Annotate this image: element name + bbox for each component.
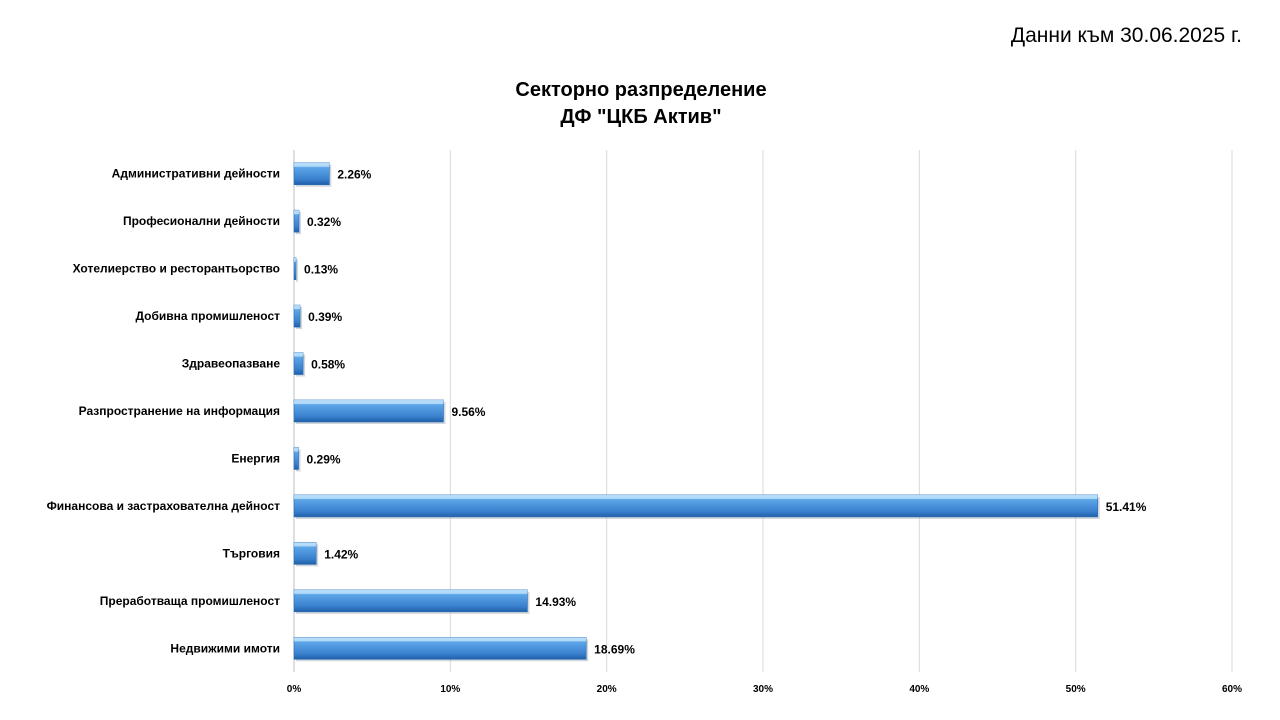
bar-highlight <box>294 257 297 262</box>
value-label: 0.32% <box>307 215 341 229</box>
value-label: 0.39% <box>308 310 342 324</box>
x-tick-label: 40% <box>909 684 929 695</box>
value-label: 0.58% <box>311 358 345 372</box>
category-label: Добивна промишленост <box>135 309 280 323</box>
value-label: 2.26% <box>337 168 371 182</box>
category-label: Финансова и застрахователна дейност <box>47 499 281 513</box>
value-label: 1.42% <box>324 547 358 561</box>
bar-highlight <box>294 400 444 404</box>
category-label: Административни дейности <box>112 167 280 181</box>
data-date-note: Данни към 30.06.2025 г. <box>1010 24 1242 47</box>
chart-title-line-1: Секторно разпределение <box>515 79 767 101</box>
x-tick-label: 60% <box>1222 684 1242 695</box>
bar-highlight <box>294 542 317 547</box>
x-tick-label: 10% <box>440 684 460 695</box>
value-label: 0.13% <box>304 263 338 277</box>
x-tick-label: 20% <box>597 684 617 695</box>
x-tick-label: 50% <box>1066 684 1086 695</box>
bar-highlight <box>294 305 301 310</box>
value-label: 9.56% <box>451 405 485 419</box>
category-label: Здравеопазване <box>182 357 281 371</box>
value-label: 51.41% <box>1106 500 1147 514</box>
value-label: 14.93% <box>535 595 576 609</box>
x-tick-label: 0% <box>287 684 302 695</box>
bar-highlight <box>294 210 300 215</box>
bar-highlight <box>294 589 528 594</box>
bar-shadow <box>296 259 299 282</box>
bar-highlight <box>294 637 587 642</box>
category-label: Енергия <box>231 451 280 465</box>
bar-highlight <box>294 447 299 452</box>
value-label: 0.29% <box>307 452 341 466</box>
category-label: Професионални дейности <box>123 214 280 228</box>
bar-highlight <box>294 494 1098 499</box>
category-label: Недвижими имоти <box>170 641 280 655</box>
value-label: 18.69% <box>594 642 635 656</box>
category-label: Хотелиерство и ресторантьорство <box>73 262 280 276</box>
category-label: Търговия <box>223 546 280 560</box>
bar-highlight <box>294 352 304 357</box>
chart-title-line-2: ДФ "ЦКБ Актив" <box>560 106 722 128</box>
chart-title: Секторно разпределение ДФ "ЦКБ Актив" <box>0 77 1280 131</box>
category-label: Разпространение на информация <box>79 404 280 418</box>
category-label: Преработваща промишленост <box>100 594 280 608</box>
bar-highlight <box>294 162 330 167</box>
x-tick-label: 30% <box>753 684 773 695</box>
